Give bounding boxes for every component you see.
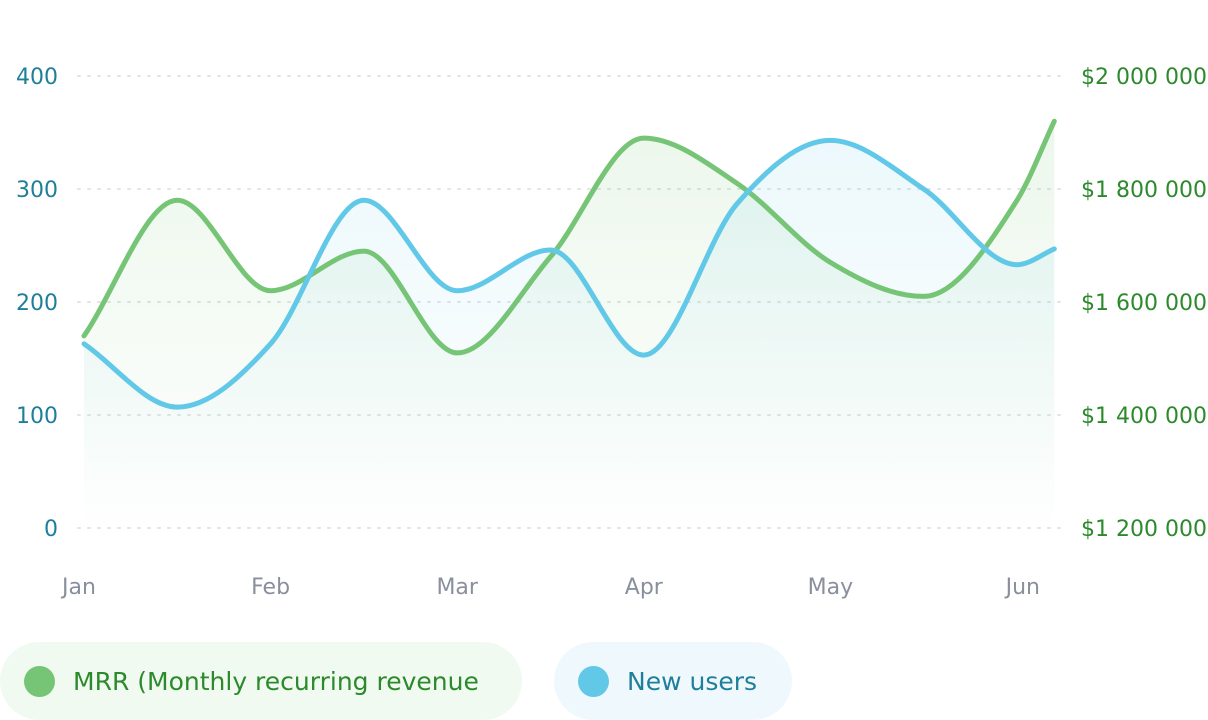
- legend-item-new-users[interactable]: New users: [554, 642, 792, 720]
- x-tick-label: Apr: [625, 575, 664, 600]
- x-tick-label: May: [808, 575, 853, 600]
- legend-dot-mrr: [24, 665, 55, 697]
- area-new-users: [84, 140, 1055, 528]
- x-tick-label: Feb: [251, 575, 290, 600]
- series-lines: [81, 118, 1057, 410]
- chart-canvas: 0 100 200 300 400 $1 200 000 $1 400 000 $1 600…: [16, 65, 1207, 600]
- left-tick-label: 0: [44, 517, 58, 542]
- right-tick-label: $2 000 000: [1081, 65, 1207, 90]
- right-tick-label: $1 400 000: [1081, 404, 1207, 429]
- line-new-users: [81, 137, 1057, 410]
- right-tick-label: $1 200 000: [1081, 517, 1207, 542]
- left-tick-label: 100: [16, 404, 58, 429]
- left-tick-label: 200: [16, 291, 58, 316]
- legend-label-new-users: New users: [627, 666, 758, 696]
- legend-label-mrr: MRR (Monthly recurring revenue: [73, 666, 479, 696]
- x-tick-label: Jun: [1004, 575, 1040, 600]
- x-tick-label: Jan: [60, 575, 96, 600]
- x-tick-label: Mar: [436, 575, 478, 600]
- right-axis: $1 200 000 $1 400 000 $1 600 000 $1 800 000…: [1081, 65, 1207, 542]
- legend-dot-new-users: [578, 665, 609, 697]
- left-tick-label: 400: [16, 65, 58, 90]
- legend-item-mrr[interactable]: MRR (Monthly recurring revenue: [0, 642, 522, 720]
- right-tick-label: $1 600 000: [1081, 291, 1207, 316]
- legend: MRR (Monthly recurring revenue New users: [0, 642, 792, 720]
- x-axis: Jan Feb Mar Apr May Jun: [60, 575, 1040, 600]
- left-tick-label: 300: [16, 178, 58, 203]
- series-areas: [84, 121, 1055, 528]
- left-axis: 0 100 200 300 400: [16, 65, 58, 542]
- line-mrr: [81, 118, 1057, 356]
- right-tick-label: $1 800 000: [1081, 178, 1207, 203]
